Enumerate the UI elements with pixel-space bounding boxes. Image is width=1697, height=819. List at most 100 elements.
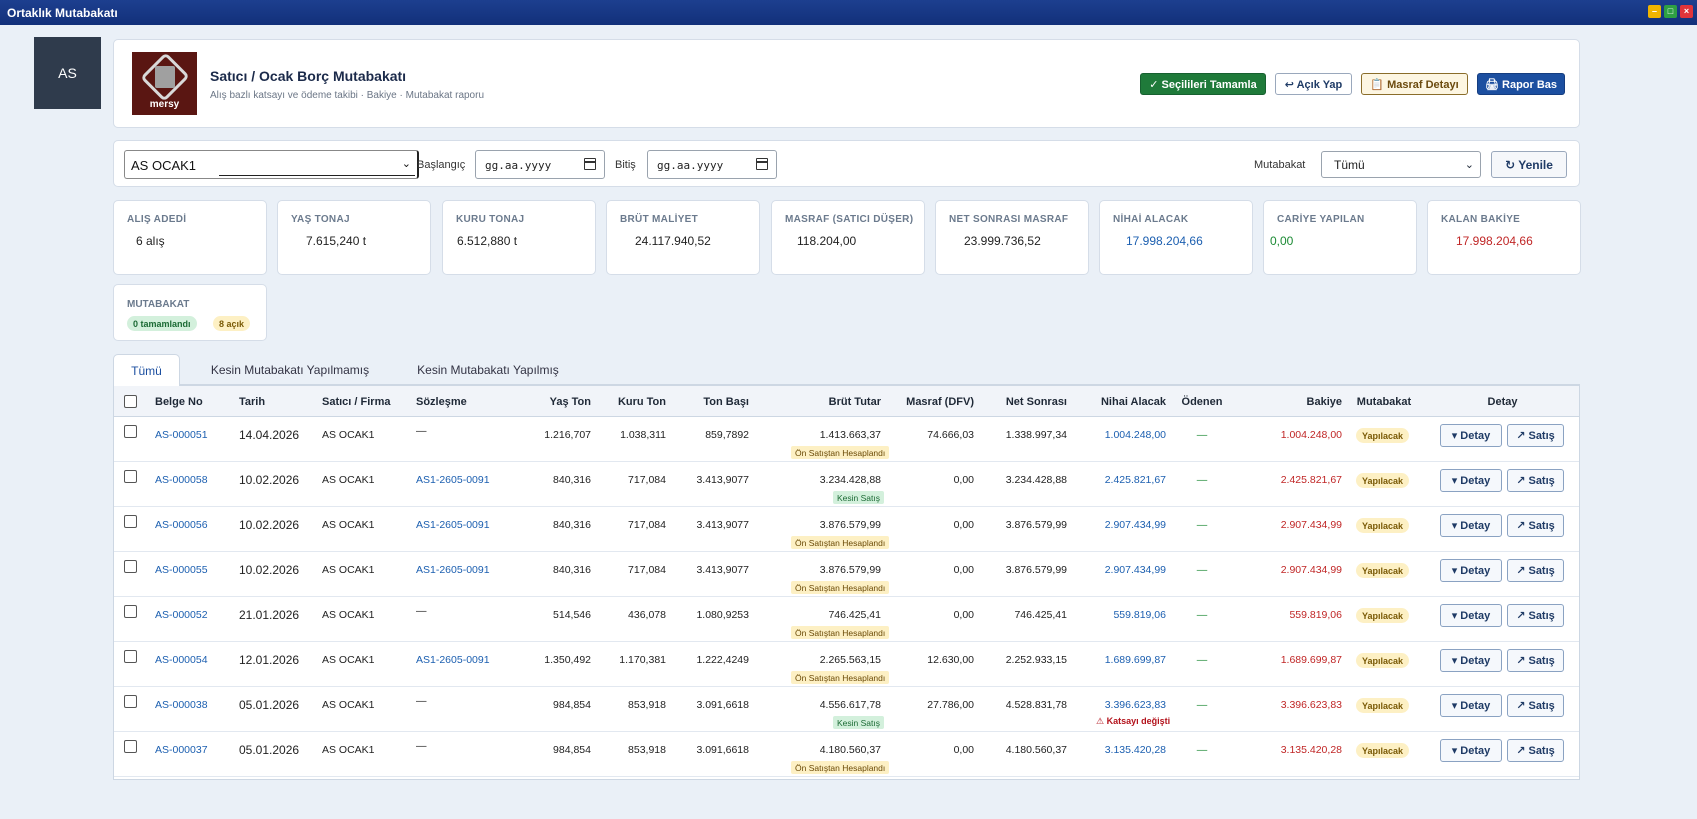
stat-label: NİHAİ ALACAK <box>1113 214 1189 225</box>
table-row[interactable]: AS-000038 05.01.2026 AS OCAK1 984,854 853,91… <box>114 687 1579 732</box>
sale-button[interactable]: ↗ Satış <box>1507 559 1564 582</box>
tab-reconciled[interactable]: Kesin Mutabakatı Yapılmış <box>417 363 559 377</box>
sale-button[interactable]: ↗ Satış <box>1507 739 1564 762</box>
detail-button[interactable]: ▾ Detay <box>1440 604 1502 627</box>
document-no-link[interactable]: AS-000058 <box>155 474 208 486</box>
document-no-link[interactable]: AS-000051 <box>155 429 208 441</box>
date-cell: 12.01.2026 <box>239 653 300 667</box>
contract-cell[interactable]: AS1-2605-0091 <box>416 519 490 531</box>
detail-button[interactable]: ▾ Detay <box>1440 514 1502 537</box>
end-date-input[interactable]: gg.aa.yyyy <box>647 150 777 179</box>
sale-button[interactable]: ↗ Satış <box>1507 514 1564 537</box>
col-per-ton[interactable]: Ton Başı <box>703 396 749 408</box>
tab-all[interactable]: Tümü <box>113 354 180 388</box>
table-row[interactable]: AS-000051 14.04.2026 AS OCAK1 1.216,707 1.03… <box>114 417 1579 462</box>
select-all-checkbox[interactable] <box>124 395 137 408</box>
col-detail[interactable]: Detay <box>1487 396 1518 408</box>
col-seller[interactable]: Satıcı / Firma <box>322 396 391 408</box>
table-row[interactable]: AS-000052 21.01.2026 AS OCAK1 514,546 436,07… <box>114 597 1579 642</box>
per-ton-cell: 3.413,9077 <box>696 564 749 576</box>
col-balance[interactable]: Bakiye <box>1306 396 1342 408</box>
stat-value: 6 alış <box>136 234 169 248</box>
sale-button[interactable]: ↗ Satış <box>1507 469 1564 492</box>
table-row[interactable]: AS-000055 10.02.2026 AS OCAK1 840,316 717,08… <box>114 552 1579 597</box>
presale-calculated-tag: Ön Satıştan Hesaplandı <box>791 446 890 459</box>
tab-not-reconciled[interactable]: Kesin Mutabakatı Yapılmamış <box>210 363 370 377</box>
close-icon[interactable]: × <box>1680 5 1693 18</box>
detail-button[interactable]: ▾ Detay <box>1440 424 1502 447</box>
stat-label: NET SONRASI MASRAF <box>949 214 1069 225</box>
refresh-button[interactable]: ↻ Yenile <box>1491 151 1567 178</box>
detail-button[interactable]: ▾ Detay <box>1440 694 1502 717</box>
col-reconciliation[interactable]: Mutabakat <box>1356 396 1412 408</box>
row-checkbox[interactable] <box>124 515 137 528</box>
maximize-icon[interactable]: □ <box>1664 5 1677 18</box>
row-checkbox[interactable] <box>124 650 137 663</box>
row-checkbox[interactable] <box>124 605 137 618</box>
calendar-icon[interactable] <box>756 158 768 170</box>
col-gross-amount[interactable]: Brüt Tutar <box>828 396 881 408</box>
final-receivable-cell: 1.689.699,87 <box>1104 654 1166 666</box>
net-after-cell: 3.876.579,99 <box>1005 519 1067 531</box>
per-ton-cell: 3.413,9077 <box>696 519 749 531</box>
gross-amount-cell: 2.265.563,15 <box>819 654 881 666</box>
sale-button[interactable]: ↗ Satış <box>1507 649 1564 672</box>
col-expense[interactable]: Masraf (DFV) <box>906 396 974 408</box>
seller-select[interactable]: AS OCAK1 ⌄ <box>124 150 419 179</box>
detail-button[interactable]: ▾ Detay <box>1440 739 1502 762</box>
paid-cell: — <box>1196 654 1208 666</box>
table-row[interactable]: AS-000056 10.02.2026 AS OCAK1 840,316 717,08… <box>114 507 1579 552</box>
print-report-button[interactable]: 🖨 Rapor Bas <box>1477 73 1565 95</box>
make-open-button[interactable]: ↩ Açık Yap <box>1275 73 1352 95</box>
gross-amount-cell: 746.425,41 <box>828 609 881 621</box>
calendar-icon[interactable] <box>584 158 596 170</box>
row-checkbox[interactable] <box>124 560 137 573</box>
detail-button[interactable]: ▾ Detay <box>1440 559 1502 582</box>
col-final-receivable[interactable]: Nihai Alacak <box>1100 396 1166 408</box>
complete-selected-button[interactable]: ✓ Seçilileri Tamamla <box>1140 73 1266 95</box>
table-row[interactable]: AS-000037 05.01.2026 AS OCAK1 984,854 853,91… <box>114 732 1579 777</box>
row-checkbox[interactable] <box>124 740 137 753</box>
document-no-link[interactable]: AS-000038 <box>155 699 208 711</box>
net-after-cell: 3.876.579,99 <box>1005 564 1067 576</box>
gross-amount-cell: 1.413.663,37 <box>819 429 881 441</box>
col-net-after[interactable]: Net Sonrası <box>1005 396 1067 408</box>
gross-amount-cell: 3.234.428,88 <box>819 474 881 486</box>
reconciliation-select-value: Tümü <box>1334 158 1365 172</box>
col-wet-ton[interactable]: Yaş Ton <box>549 396 591 408</box>
table-row[interactable]: AS-000058 10.02.2026 AS OCAK1 840,316 717,08… <box>114 462 1579 507</box>
seller-select-value: AS OCAK1 <box>131 158 197 173</box>
presale-calculated-tag: Ön Satıştan Hesaplandı <box>791 626 890 639</box>
avatar[interactable]: AS <box>34 37 101 109</box>
row-checkbox[interactable] <box>124 695 137 708</box>
document-no-link[interactable]: AS-000037 <box>155 744 208 756</box>
detail-button[interactable]: ▾ Detay <box>1440 469 1502 492</box>
col-document-no[interactable]: Belge No <box>155 396 203 408</box>
contract-cell[interactable]: AS1-2605-0091 <box>416 654 490 666</box>
col-paid[interactable]: Ödenen <box>1181 396 1223 408</box>
reconciliation-select[interactable]: Tümü ⌄ <box>1321 151 1481 178</box>
dry-ton-cell: 1.170,381 <box>619 654 666 666</box>
document-no-link[interactable]: AS-000055 <box>155 564 208 576</box>
table-row[interactable]: AS-000054 12.01.2026 AS OCAK1 1.350,492 1.17… <box>114 642 1579 687</box>
row-checkbox[interactable] <box>124 470 137 483</box>
expense-detail-button[interactable]: 📋 Masraf Detayı <box>1361 73 1468 95</box>
sale-button[interactable]: ↗ Satış <box>1507 424 1564 447</box>
contract-cell[interactable]: AS1-2605-0091 <box>416 564 490 576</box>
document-no-link[interactable]: AS-000054 <box>155 654 208 666</box>
start-date-input[interactable]: gg.aa.yyyy <box>475 150 605 179</box>
balance-cell: 559.819,06 <box>1289 609 1342 621</box>
contract-cell[interactable]: AS1-2605-0091 <box>416 474 490 486</box>
row-checkbox[interactable] <box>124 425 137 438</box>
sale-button[interactable]: ↗ Satış <box>1507 694 1564 717</box>
minimize-icon[interactable]: – <box>1648 5 1661 18</box>
document-no-link[interactable]: AS-000056 <box>155 519 208 531</box>
sale-button[interactable]: ↗ Satış <box>1507 604 1564 627</box>
stat-value: 17.998.204,66 <box>1126 234 1207 248</box>
document-no-link[interactable]: AS-000052 <box>155 609 208 621</box>
col-dry-ton[interactable]: Kuru Ton <box>617 396 666 408</box>
wet-ton-cell: 840,316 <box>553 519 591 531</box>
detail-button[interactable]: ▾ Detay <box>1440 649 1502 672</box>
col-contract[interactable]: Sözleşme <box>416 396 467 408</box>
col-date[interactable]: Tarih <box>239 396 266 408</box>
